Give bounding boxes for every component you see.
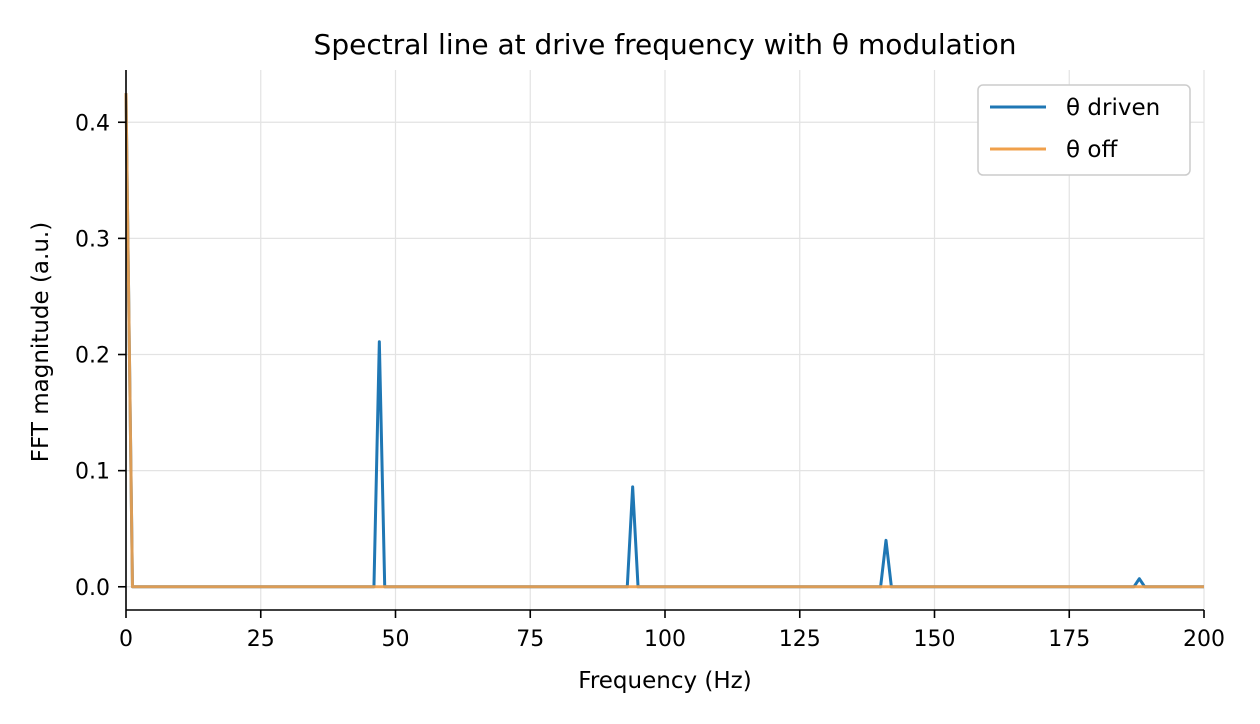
y-axis-label: FFT magnitude (a.u.) — [28, 222, 54, 462]
x-axis-label: Frequency (Hz) — [578, 668, 751, 694]
x-tick-label-4: 100 — [644, 627, 686, 652]
x-tick-label-8: 200 — [1183, 627, 1225, 652]
legend: θ driven θ off — [977, 84, 1191, 176]
x-tick-label-5: 125 — [779, 627, 821, 652]
ticks-layer: 0 25 50 75 100 125 150 175 200 0.0 0.1 0.2 0.3 0.4 — [75, 111, 1225, 652]
x-tick-label-3: 75 — [516, 627, 544, 652]
x-tick-label-2: 50 — [382, 627, 410, 652]
x-tick-label-1: 25 — [247, 627, 275, 652]
y-tick-label-0: 0.0 — [75, 576, 110, 601]
x-tick-label-6: 150 — [914, 627, 956, 652]
series-line-1 — [124, 93, 1204, 589]
y-tick-label-4: 0.4 — [75, 111, 110, 136]
x-tick-label-0: 0 — [119, 627, 133, 652]
chart-title: Spectral line at drive frequency with θ … — [314, 28, 1017, 61]
y-tick-label-1: 0.1 — [75, 460, 110, 485]
y-tick-label-3: 0.3 — [75, 227, 110, 252]
y-tick-label-2: 0.2 — [75, 344, 110, 369]
series-layer — [124, 93, 1204, 589]
legend-label-theta-driven: θ driven — [1066, 95, 1160, 121]
x-tick-label-7: 175 — [1048, 627, 1090, 652]
legend-label-theta-off: θ off — [1066, 137, 1118, 163]
